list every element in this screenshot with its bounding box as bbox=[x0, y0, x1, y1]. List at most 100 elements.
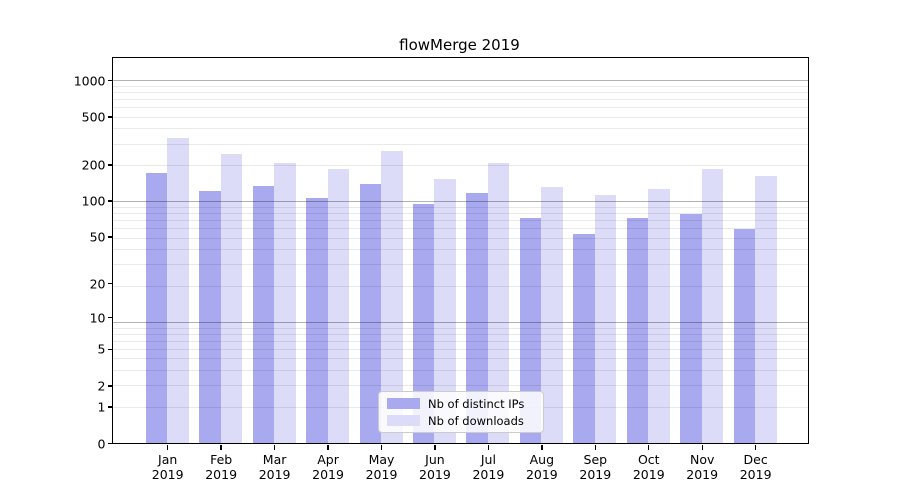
bar-distinct-ips-nov bbox=[680, 214, 702, 443]
bar-distinct-ips-jan bbox=[145, 173, 168, 443]
y-tick-mark bbox=[108, 164, 113, 166]
bar-downloads-jun bbox=[434, 178, 456, 443]
bar-downloads-jan bbox=[167, 138, 189, 443]
bar-downloads-mar bbox=[274, 162, 296, 443]
minor-gridline bbox=[113, 340, 808, 342]
y-tick-mark bbox=[108, 406, 113, 408]
x-tick-label: Jun 2019 bbox=[419, 451, 451, 483]
y-tick-label: 2 bbox=[97, 378, 106, 394]
x-tick-mark bbox=[701, 445, 703, 450]
minor-gridline bbox=[113, 237, 808, 239]
y-tick-label: 20 bbox=[89, 276, 106, 292]
bar-downloads-jul bbox=[487, 162, 510, 443]
y-tick-mark bbox=[108, 348, 113, 351]
y-tick-label: 50 bbox=[89, 229, 106, 245]
plot-area bbox=[112, 57, 809, 444]
y-tick-mark bbox=[108, 282, 113, 285]
minor-gridline bbox=[113, 107, 808, 109]
bar-downloads-nov bbox=[701, 168, 724, 443]
minor-gridline bbox=[113, 358, 808, 360]
x-tick-label: Sep 2019 bbox=[579, 451, 612, 483]
bar-downloads-apr bbox=[327, 168, 350, 443]
x-tick-mark bbox=[541, 445, 543, 450]
x-tick-mark bbox=[327, 445, 329, 450]
y-tick-label: 5 bbox=[97, 341, 106, 357]
gridlines-layer bbox=[113, 58, 808, 443]
y-tick-mark bbox=[108, 80, 113, 82]
bar-distinct-ips-mar bbox=[252, 186, 275, 443]
y-tick-mark bbox=[108, 442, 113, 445]
legend-swatch-downloads bbox=[387, 415, 420, 426]
minor-gridline bbox=[113, 116, 808, 118]
x-tick-label: May 2019 bbox=[365, 451, 398, 483]
y-tick-mark bbox=[108, 385, 113, 387]
major-gridline bbox=[113, 322, 808, 324]
x-tick-mark bbox=[434, 445, 436, 450]
minor-gridline bbox=[113, 285, 808, 287]
minor-gridline bbox=[113, 370, 808, 372]
bar-distinct-ips-aug bbox=[519, 217, 542, 443]
y-tick-label: 100 bbox=[81, 193, 106, 209]
bar-downloads-feb bbox=[220, 153, 243, 443]
legend-swatch-distinct-ips bbox=[387, 398, 420, 409]
minor-gridline bbox=[113, 385, 808, 387]
minor-gridline bbox=[113, 212, 808, 214]
minor-gridline bbox=[113, 92, 808, 94]
major-gridline bbox=[113, 201, 808, 203]
y-tick-mark bbox=[108, 200, 113, 202]
bar-downloads-may bbox=[381, 150, 403, 443]
bar-distinct-ips-jun bbox=[412, 204, 435, 443]
minor-gridline bbox=[113, 164, 808, 166]
x-tick-mark bbox=[220, 445, 222, 450]
legend-label-distinct-ips: Nb of distinct IPs bbox=[428, 396, 525, 411]
legend-item-downloads: Nb of downloads bbox=[379, 414, 543, 428]
x-tick-mark bbox=[273, 445, 276, 450]
y-tick-label: 500 bbox=[81, 109, 106, 125]
x-tick-label: Nov 2019 bbox=[686, 451, 719, 483]
y-tick-mark bbox=[108, 236, 113, 238]
x-tick-mark bbox=[380, 445, 383, 450]
x-tick-label: Mar 2019 bbox=[258, 451, 291, 483]
bar-downloads-oct bbox=[648, 189, 670, 443]
y-tick-mark bbox=[108, 316, 113, 319]
chart-title: flowMerge 2019 bbox=[399, 36, 520, 54]
x-tick-mark bbox=[487, 445, 490, 450]
y-tick-label: 0 bbox=[97, 436, 106, 451]
y-tick-label: 10 bbox=[89, 310, 106, 326]
y-tick-mark bbox=[108, 116, 113, 118]
x-tick-label: Oct 2019 bbox=[632, 451, 665, 483]
minor-gridline bbox=[113, 128, 808, 130]
bar-distinct-ips-oct bbox=[626, 217, 649, 443]
minor-gridline bbox=[113, 219, 808, 221]
x-tick-label: Aug 2019 bbox=[525, 451, 558, 483]
legend-item-distinct-ips: Nb of distinct IPs bbox=[379, 397, 543, 411]
major-gridline bbox=[113, 80, 808, 82]
bar-downloads-dec bbox=[755, 175, 777, 443]
bar-distinct-ips-dec bbox=[733, 228, 756, 443]
minor-gridline bbox=[113, 206, 808, 208]
bars-layer bbox=[113, 58, 808, 443]
bar-distinct-ips-feb bbox=[199, 191, 221, 443]
bar-distinct-ips-sep bbox=[573, 233, 595, 443]
minor-gridline bbox=[113, 228, 808, 230]
y-tick-label: 1000 bbox=[73, 73, 106, 89]
x-tick-mark bbox=[594, 445, 596, 450]
y-tick-label: 1 bbox=[97, 399, 106, 415]
bar-downloads-sep bbox=[594, 194, 617, 443]
minor-gridline bbox=[113, 264, 808, 266]
minor-gridline bbox=[113, 143, 808, 145]
legend: Nb of distinct IPs Nb of downloads bbox=[378, 391, 544, 433]
x-tick-mark bbox=[648, 445, 650, 450]
bar-distinct-ips-apr bbox=[306, 197, 328, 443]
legend-label-downloads: Nb of downloads bbox=[428, 413, 524, 428]
x-tick-label: Jan 2019 bbox=[151, 451, 184, 483]
x-tick-label: Dec 2019 bbox=[739, 451, 772, 483]
bar-distinct-ips-may bbox=[359, 183, 381, 443]
minor-gridline bbox=[113, 333, 808, 335]
x-tick-label: Jul 2019 bbox=[472, 451, 505, 483]
x-tick-label: Apr 2019 bbox=[312, 451, 344, 483]
x-tick-mark bbox=[167, 445, 169, 450]
x-tick-label: Feb 2019 bbox=[205, 451, 238, 483]
x-tick-mark bbox=[754, 445, 757, 450]
